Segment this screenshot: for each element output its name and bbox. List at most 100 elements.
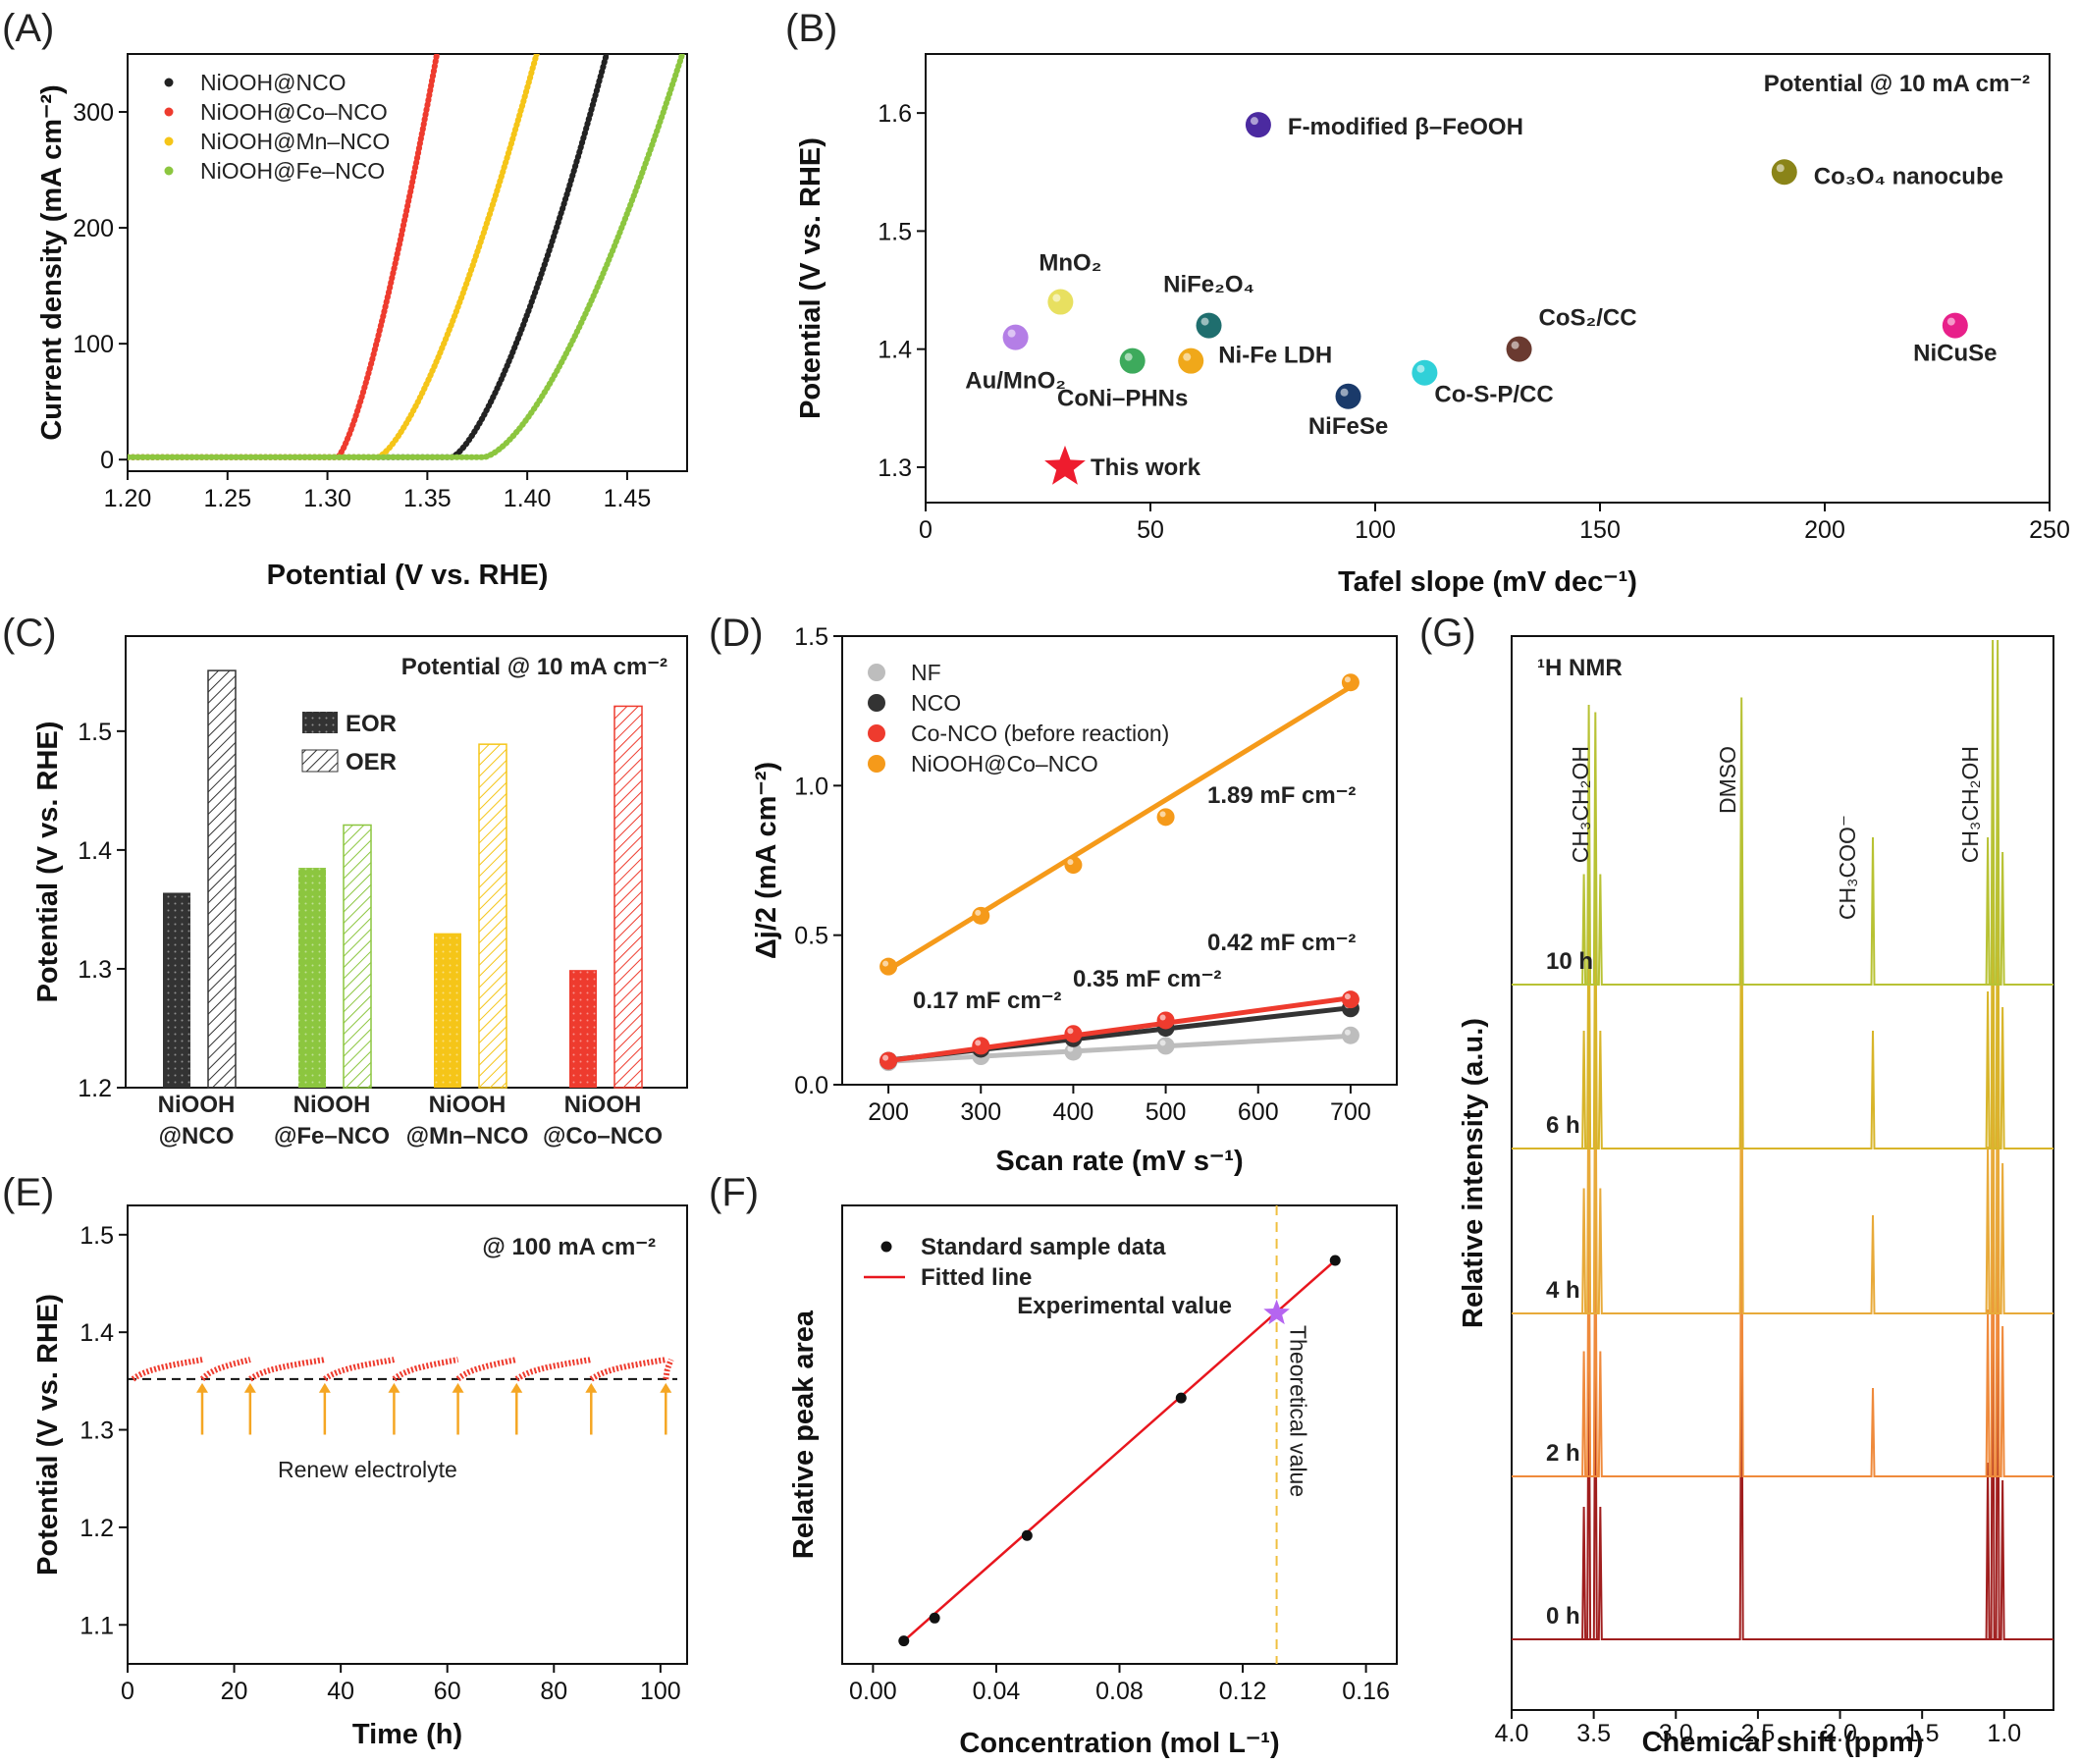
panel-a-frame: [127, 53, 688, 472]
panel-a-y-tick-label: 100: [73, 331, 114, 358]
panel-b-point-label: Au/MnO₂: [965, 368, 1066, 395]
panel-b-point-highlight: [1124, 352, 1133, 361]
panel-b-point-label: CoNi–PHNs: [1057, 386, 1188, 412]
panel-d-point: [1341, 673, 1359, 692]
panel-e-potential-trace: [589, 1357, 666, 1382]
panel-d-point: [1064, 1025, 1083, 1043]
panel-c-legend-eor-swatch: [302, 712, 338, 733]
panel-e-x-tick-label: 80: [540, 1678, 567, 1705]
panel-e-x-tick-label: 0: [121, 1678, 134, 1705]
panel-d-point-highlight: [1159, 1014, 1166, 1021]
panel-b-point: [1196, 312, 1222, 339]
this-work-star-icon: [1044, 445, 1086, 485]
panel-g-trace-label: 6 h: [1546, 1112, 1580, 1139]
panel-b-point-highlight: [1007, 329, 1016, 338]
panel-d-point: [1064, 856, 1083, 875]
panel-d-point-highlight: [1344, 1029, 1351, 1036]
panel-c-bar-eor: [569, 970, 597, 1088]
panel-g-trace-label: 10 h: [1546, 948, 1593, 975]
panel-c-category-label: @Co–NCO: [543, 1123, 663, 1149]
panel-f-x-tick-label: 0.04: [973, 1678, 1021, 1705]
panel-e-potential-trace: [323, 1357, 396, 1382]
panel-a-series: [128, 54, 686, 460]
panel-c-bar-oer: [478, 743, 507, 1089]
panel-g-x-tick-label: 4.0: [1495, 1720, 1529, 1747]
panel-b-x-tick-label: 50: [1137, 516, 1164, 544]
panel-e-arrow-head-icon: [388, 1382, 400, 1393]
panel-d-point-highlight: [1067, 859, 1074, 866]
panel-d-x-tick-label: 400: [1053, 1098, 1094, 1126]
panel-d-legend-marker: [868, 724, 885, 742]
panel-a-legend-label: NiOOH@Co–NCO: [200, 99, 388, 125]
panel-d-slope-label: 0.17 mF cm⁻²: [913, 988, 1061, 1014]
panel-b-annotation: Potential @ 10 mA cm⁻²: [1764, 71, 2030, 97]
panel-f-xlabel: Concentration (mol L⁻¹): [959, 1728, 1279, 1759]
panel-c-bar-oer: [613, 705, 643, 1089]
panel-e-x-tick-label: 20: [221, 1678, 248, 1705]
panel-e-potential-trace: [514, 1357, 592, 1382]
panel-b-point-label: MnO₂: [1039, 250, 1101, 277]
panel-e-annotation: @ 100 mA cm⁻²: [482, 1234, 656, 1260]
panel-e-potential-trace: [199, 1357, 251, 1382]
panel-b-y-tick-label: 1.3: [878, 454, 912, 482]
panel-f-legend-marker: [880, 1241, 892, 1253]
panel-d-legend-marker: [868, 694, 885, 712]
panel-g-xlabel: Chemical shift (ppm): [1642, 1727, 1924, 1758]
panel-a-legend-label: NiOOH@Fe–NCO: [200, 158, 385, 184]
panel-a-x-tick-label: 1.25: [203, 485, 251, 512]
panel-d-x-tick-label: 700: [1330, 1098, 1371, 1126]
panel-f-x-tick-label: 0.12: [1219, 1678, 1267, 1705]
panel-b-point: [1506, 336, 1532, 362]
panel-b-x-tick-label: 100: [1355, 516, 1396, 544]
panel-g-trace-label: 4 h: [1546, 1277, 1580, 1304]
panel-d-y-tick-label: 1.0: [794, 773, 828, 800]
panel-a-series: [128, 54, 611, 460]
panel-b-point-label: F-modified β–FeOOH: [1288, 114, 1523, 140]
panel-d-x-tick-label: 500: [1146, 1098, 1187, 1126]
panel-b-point-label: Co₃O₄ nanocube: [1814, 163, 2003, 189]
panel-f-point: [898, 1635, 910, 1647]
panel-c-category-label: NiOOH: [429, 1092, 506, 1118]
panel-b-x-tick-label: 150: [1579, 516, 1621, 544]
panel-label: (F): [709, 1171, 759, 1214]
panel-e-y-tick-label: 1.5: [80, 1222, 114, 1250]
panel-e-frame: [127, 1204, 688, 1665]
panel-d-legend-label: NiOOH@Co–NCO: [911, 751, 1098, 776]
panel-f-x-tick-label: 0.00: [849, 1678, 897, 1705]
panel-g-peak-label: CH₃COO⁻: [1835, 815, 1860, 920]
panel-e-y-tick-label: 1.3: [80, 1417, 114, 1445]
panel-e-ylabel: Potential (V vs. RHE): [32, 1294, 64, 1576]
panel-d-frame: [841, 635, 1398, 1086]
panel-c-category-label: @NCO: [159, 1123, 235, 1149]
panel-g-trace-label: 2 h: [1546, 1440, 1580, 1467]
panel-c-y-tick-label: 1.5: [78, 719, 112, 746]
panel-g-x-tick-label: 1.0: [1987, 1720, 2021, 1747]
panel-d-x-tick-label: 600: [1238, 1098, 1279, 1126]
panel-b-point: [1047, 289, 1074, 315]
panel-d-point: [880, 957, 898, 976]
panel-g-spectrum-trace: [1512, 639, 2053, 986]
panel-e-potential-trace: [455, 1357, 517, 1382]
panel-c-bar-eor: [434, 933, 461, 1088]
panel-c-annotation: Potential @ 10 mA cm⁻²: [401, 654, 667, 680]
panel-b-point-highlight: [1340, 388, 1349, 397]
panel-d-point-highlight: [1159, 1040, 1166, 1046]
panel-b-point-highlight: [1200, 317, 1209, 326]
panel-d-x-tick-label: 300: [960, 1098, 1001, 1126]
panel-c-frame: [125, 635, 688, 1089]
panel-a-x-tick-label: 1.30: [303, 485, 351, 512]
panel-b-point: [1002, 324, 1029, 350]
panel-f-point: [1329, 1255, 1341, 1266]
panel-b-point-label: NiFe₂O₄: [1163, 272, 1254, 298]
panel-e-arrow-head-icon: [243, 1382, 256, 1393]
panel-c-category-label: NiOOH: [293, 1092, 371, 1118]
panel-b-xlabel: Tafel slope (mV dec⁻¹): [1338, 566, 1637, 598]
panel-label: (D): [709, 612, 764, 655]
panel-c-y-tick-label: 1.2: [78, 1075, 112, 1102]
panel-b-point: [1771, 159, 1797, 186]
panel-d-y-tick-label: 0.5: [794, 923, 828, 950]
panel-e-arrow-head-icon: [452, 1382, 464, 1393]
panel-e-arrow-head-icon: [510, 1382, 523, 1393]
panel-g-peak-label: CH₃CH₂OH: [1957, 746, 1983, 863]
panel-b-point-highlight: [1183, 352, 1192, 361]
